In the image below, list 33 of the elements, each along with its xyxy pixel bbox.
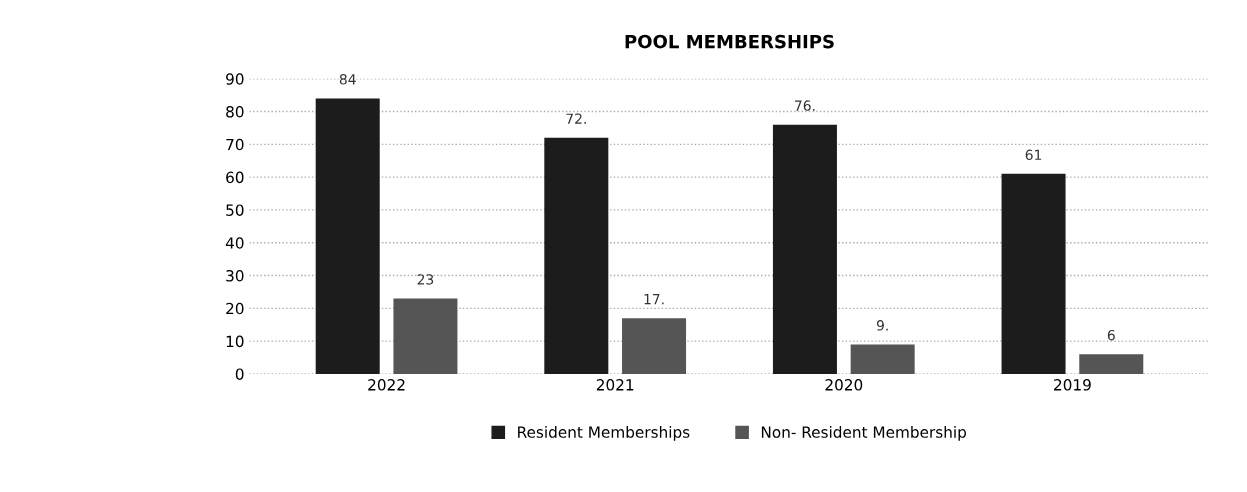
data-label: 17. [644, 294, 664, 305]
data-label: 9. [876, 320, 888, 331]
data-label: 84 [339, 74, 356, 85]
legend-label: Resident Memberships [518, 426, 690, 441]
y-tick-label: 60 [226, 171, 244, 184]
x-tick-label: 2021 [596, 379, 634, 391]
y-tick-label: 30 [226, 269, 244, 282]
bar [850, 344, 915, 374]
y-tick-label: 0 [235, 368, 244, 380]
bar [544, 137, 609, 374]
y-tick-label: 50 [226, 204, 244, 216]
bar [1079, 354, 1144, 374]
x-tick-label: 2020 [825, 379, 863, 391]
bar [393, 298, 458, 374]
legend-label: Non- Resident Membership [761, 426, 966, 441]
bar [315, 98, 380, 374]
bar [622, 318, 687, 374]
data-label: 23 [417, 274, 434, 285]
x-tick-label: 2019 [1054, 379, 1091, 391]
data-label: 72. [566, 113, 586, 124]
bar [1001, 173, 1066, 374]
y-tick-label: 10 [226, 335, 244, 348]
bar [772, 124, 837, 374]
data-label: 6 [1107, 329, 1115, 341]
y-tick-label: 20 [226, 302, 244, 315]
chart-title: POOL MEMBERSHIPS [625, 34, 834, 49]
y-tick-label: 90 [226, 73, 244, 85]
x-tick-label: 2022 [368, 379, 405, 391]
y-tick-label: 70 [226, 138, 244, 151]
data-label: 61 [1025, 149, 1042, 161]
y-tick-label: 40 [225, 237, 244, 249]
data-label: 76. [795, 100, 815, 111]
y-tick-label: 80 [226, 105, 244, 118]
